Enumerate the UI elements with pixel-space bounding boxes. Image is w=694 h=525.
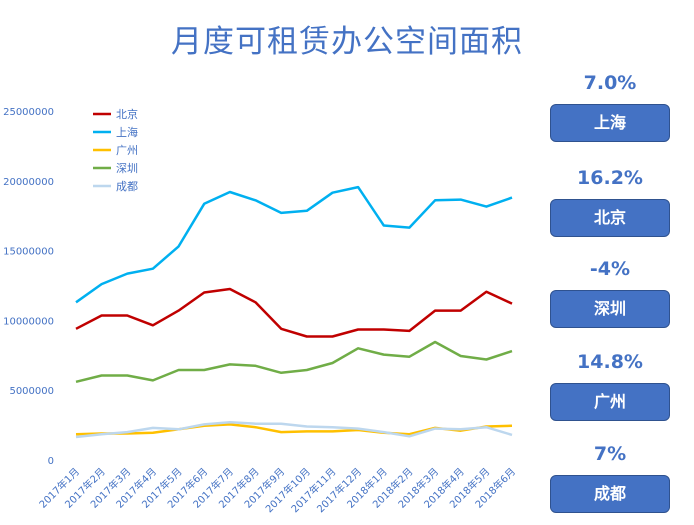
card-shenzhen: -4% 深圳	[550, 258, 670, 328]
city-button-beijing[interactable]: 北京	[550, 199, 670, 237]
card-chengdu: 7% 成都	[550, 443, 670, 513]
card-percent: 16.2%	[577, 167, 643, 189]
x-axis: 2017年1月2017年2月2017年3月2017年4月2017年5月2017年…	[36, 465, 518, 515]
legend-label: 成都	[116, 180, 138, 193]
y-tick-label: 20000000	[3, 177, 54, 188]
series-line-深圳	[75, 340, 513, 384]
city-button-shenzhen[interactable]: 深圳	[550, 290, 670, 328]
legend-label: 深圳	[116, 162, 138, 175]
series-line-成都	[75, 421, 513, 439]
y-tick-label: 10000000	[3, 316, 54, 327]
series-line-上海	[75, 185, 513, 304]
y-axis: 0 5000000 10000000 15000000 20000000 25000000	[3, 107, 54, 467]
city-button-chengdu[interactable]: 成都	[550, 475, 670, 513]
card-percent: 7.0%	[583, 72, 637, 94]
y-tick-label: 0	[48, 456, 54, 467]
series-line-北京	[75, 287, 513, 338]
card-beijing: 16.2% 北京	[550, 167, 670, 237]
card-percent: 14.8%	[577, 351, 643, 373]
card-shanghai: 7.0% 上海	[550, 72, 670, 142]
y-tick-label: 15000000	[3, 247, 54, 258]
card-guangzhou: 14.8% 广州	[550, 351, 670, 421]
card-percent: 7%	[593, 443, 627, 465]
city-button-shanghai[interactable]: 上海	[550, 104, 670, 142]
legend-label: 上海	[116, 125, 138, 139]
card-percent: -4%	[589, 258, 631, 280]
legend-label: 北京	[116, 107, 138, 121]
chart-title: 月度可租赁办公空间面积	[171, 24, 523, 60]
legend-label: 广州	[116, 144, 138, 157]
y-tick-label: 25000000	[3, 107, 54, 118]
y-tick-label: 5000000	[9, 386, 54, 397]
city-button-guangzhou[interactable]: 广州	[550, 383, 670, 421]
series-lines	[75, 185, 513, 439]
